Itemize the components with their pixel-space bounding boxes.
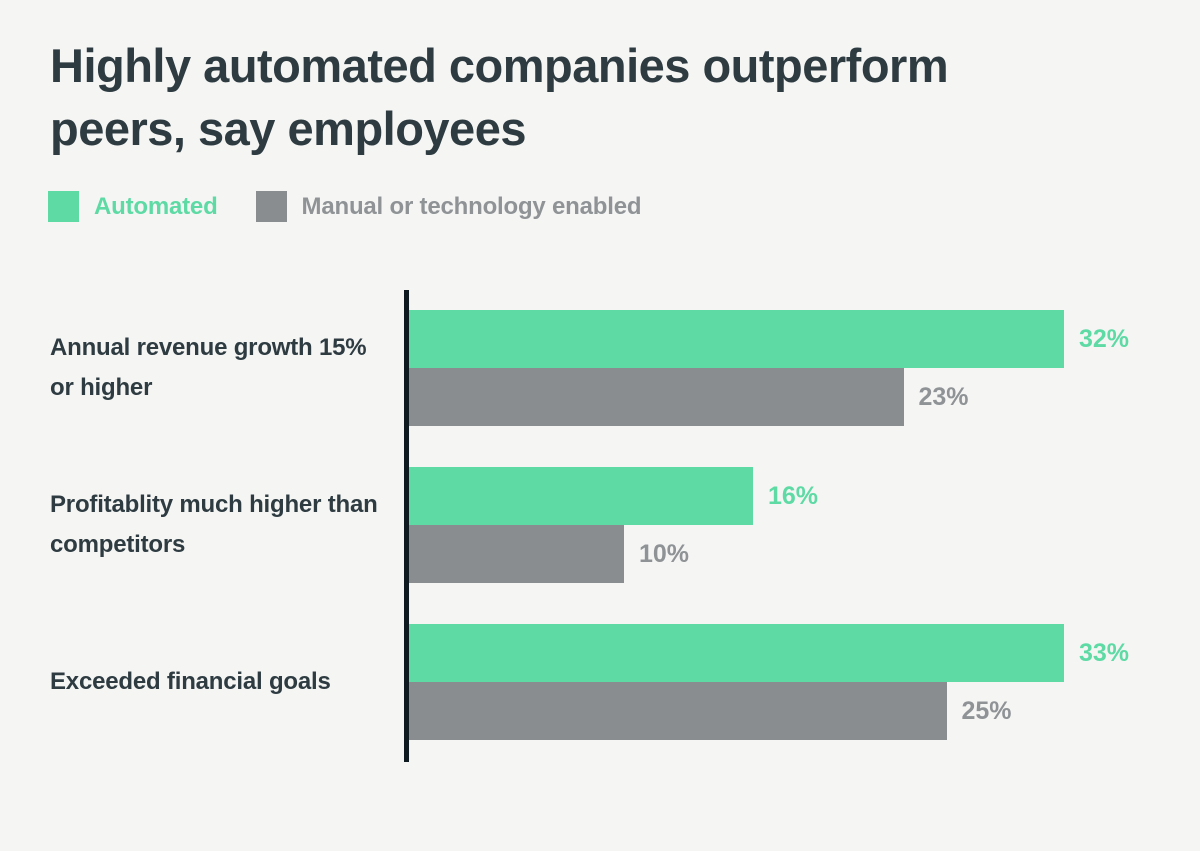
chart-row: Exceeded financial goals 33% 25%: [0, 624, 1200, 740]
bar-line: 25%: [409, 682, 1200, 740]
legend-item-automated: Automated: [48, 191, 218, 222]
bar-automated: [409, 624, 1064, 682]
legend-label-manual: Manual or technology enabled: [301, 192, 642, 220]
bar-line: 10%: [409, 525, 1200, 583]
bar-automated: [409, 467, 753, 525]
value-label-automated: 16%: [768, 481, 819, 510]
category-label: Profitablity much higher than competitors: [0, 467, 409, 583]
bar-line: 33%: [409, 624, 1200, 682]
bar-chart: Annual revenue growth 15% or higher 32% 23%…: [0, 290, 1200, 762]
bar-group: 32% 23%: [409, 310, 1200, 426]
bar-manual: [409, 525, 624, 583]
bar-automated: [409, 310, 1064, 368]
page-title-line-2: peers, say employees: [50, 102, 526, 155]
category-label-line: Annual revenue growth 15%: [50, 334, 367, 361]
value-label-manual: 10%: [639, 539, 690, 568]
value-label-automated: 32%: [1079, 324, 1130, 353]
legend: Automated Manual or technology enabled: [48, 191, 679, 222]
value-label-automated: 33%: [1079, 638, 1130, 667]
page-title: Highly automated companies outperform pe…: [50, 34, 949, 160]
legend-item-manual: Manual or technology enabled: [255, 191, 642, 222]
legend-label-automated: Automated: [94, 192, 218, 220]
category-label-line: competitors: [50, 531, 186, 558]
bar-manual: [409, 682, 947, 740]
value-label-manual: 23%: [918, 382, 969, 411]
chart-row: Profitablity much higher than competitors…: [0, 467, 1200, 583]
category-label-line: Exceeded financial goals: [50, 668, 331, 695]
y-axis-line: [404, 290, 409, 762]
category-label: Annual revenue growth 15% or higher: [0, 310, 409, 426]
value-label-manual: 25%: [961, 696, 1012, 725]
category-label-line: or higher: [50, 374, 153, 401]
category-label: Exceeded financial goals: [0, 624, 409, 740]
bar-line: 23%: [409, 368, 1200, 426]
bar-manual: [409, 368, 904, 426]
category-label-line: Profitablity much higher than: [50, 491, 378, 518]
chart-row: Annual revenue growth 15% or higher 32% 23%: [0, 310, 1200, 426]
page-title-line-1: Highly automated companies outperform: [50, 39, 949, 92]
bar-group: 16% 10%: [409, 467, 1200, 583]
bar-line: 16%: [409, 467, 1200, 525]
legend-swatch-manual: [255, 191, 287, 222]
bar-line: 32%: [409, 310, 1200, 368]
chart-rows: Annual revenue growth 15% or higher 32% 23%…: [0, 310, 1200, 740]
legend-swatch-automated: [48, 191, 79, 222]
bar-group: 33% 25%: [409, 624, 1200, 740]
